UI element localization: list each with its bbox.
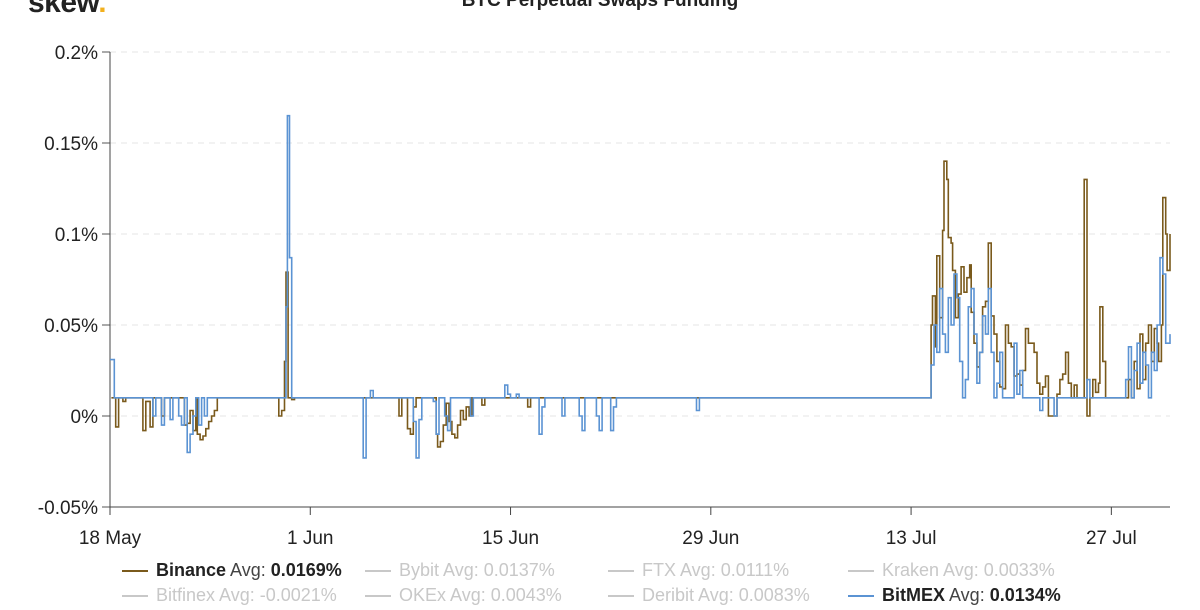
skew-logo: skew. — [28, 0, 107, 19]
x-tick-label: 13 Jul — [886, 528, 937, 549]
legend-avg-label: Avg: — [949, 585, 985, 605]
legend-swatch — [848, 569, 874, 572]
legend-swatch — [608, 569, 634, 572]
legend-avg-label: Avg: — [698, 585, 734, 605]
chart-title: BTC Perpetual Swaps Funding — [461, 0, 739, 11]
x-tick-label: 18 May — [79, 528, 142, 549]
legend-avg-value: 0.0033% — [983, 560, 1055, 580]
legend-series-name: Bitfinex — [156, 585, 216, 605]
legend-item-kraken[interactable]: Kraken Avg: 0.0033% — [848, 560, 1055, 581]
y-tick-label: 0.15% — [44, 134, 98, 155]
legend-avg-value: -0.0021% — [259, 585, 337, 605]
legend-avg-value: 0.0134% — [989, 585, 1061, 605]
legend-avg-label: Avg: — [230, 560, 266, 580]
legend-avg-value: 0.0169% — [270, 560, 342, 580]
series-line-binance — [111, 160, 1171, 448]
series-line-bitmex — [110, 114, 1171, 459]
y-tick-label: 0.2% — [55, 43, 98, 64]
funding-chart: 0.2% 0.15% 0.1% 0.05% 0% -0.05% 18 May 1 Jun 15 … — [38, 43, 1171, 549]
legend-swatch — [122, 594, 148, 597]
legend-item-deribit[interactable]: Deribit Avg: 0.0083% — [608, 585, 810, 606]
legend-series-name: Bybit — [399, 560, 440, 580]
legend-avg-label: Avg: — [943, 560, 979, 580]
legend-series-name: FTX — [642, 560, 676, 580]
y-tick-label: 0% — [71, 407, 99, 428]
legend-item-binance[interactable]: Binance Avg: 0.0169% — [122, 560, 342, 581]
legend-avg-value: 0.0111% — [720, 560, 790, 580]
y-tick-label: 0.1% — [55, 225, 98, 246]
x-tick-label: 27 Jul — [1086, 528, 1137, 549]
legend-avg-label: Avg: — [443, 560, 479, 580]
legend-avg-value: 0.0137% — [483, 560, 555, 580]
legend-item-ftx[interactable]: FTX Avg: 0.0111% — [608, 560, 789, 581]
legend-swatch — [608, 594, 634, 597]
y-tick-label: -0.05% — [38, 498, 98, 519]
legend-item-bybit[interactable]: Bybit Avg: 0.0137% — [365, 560, 555, 581]
legend-item-bitmex[interactable]: BitMEX Avg: 0.0134% — [848, 585, 1061, 606]
legend-swatch — [848, 594, 874, 597]
x-tick-label: 15 Jun — [482, 528, 539, 549]
legend-item-okex[interactable]: OKEx Avg: 0.0043% — [365, 585, 562, 606]
legend-avg-label: Avg: — [219, 585, 255, 605]
legend-avg-label: Avg: — [680, 560, 716, 580]
legend-swatch — [365, 569, 391, 572]
legend-swatch — [122, 569, 148, 572]
legend-avg-label: Avg: — [450, 585, 486, 605]
legend-avg-value: 0.0043% — [490, 585, 562, 605]
legend-avg-value: 0.0083% — [738, 585, 810, 605]
legend-swatch — [365, 594, 391, 597]
legend-series-name: Binance — [156, 560, 227, 580]
legend-series-name: BitMEX — [882, 585, 945, 605]
legend-series-name: Deribit — [642, 585, 695, 605]
legend-item-bitfinex[interactable]: Bitfinex Avg: -0.0021% — [122, 585, 337, 606]
x-tick-label: 1 Jun — [287, 528, 333, 549]
x-tick-label: 29 Jun — [682, 528, 739, 549]
y-tick-label: 0.05% — [44, 316, 98, 337]
legend-series-name: OKEx — [399, 585, 447, 605]
legend-series-name: Kraken — [882, 560, 940, 580]
